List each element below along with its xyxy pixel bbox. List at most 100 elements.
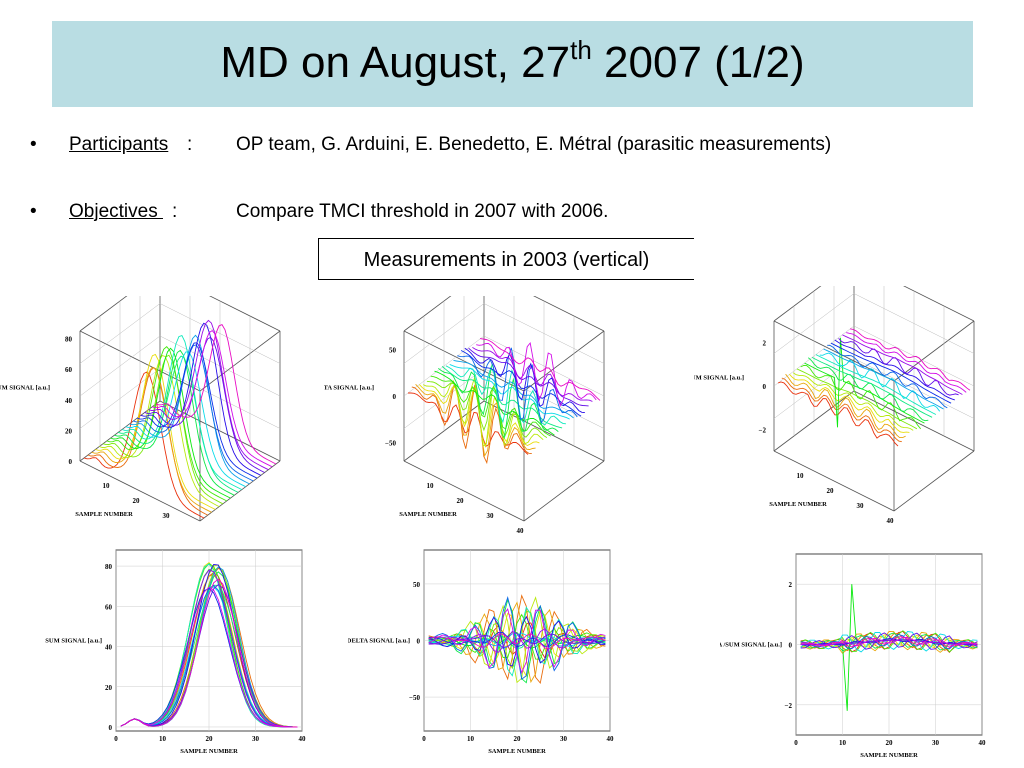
trace-line [133,344,254,482]
y-axis-label: DELTA SIGNAL [a.u.] [348,638,410,645]
trace-line [441,366,563,429]
plot-svg: 0 10 20 30 40 0 20 40 60 80 SAMPLE NUMBER SUM SIGNA… [45,549,306,755]
bullet-text: OP team, G. Arduini, E. Benedetto, E. Mé… [236,134,832,155]
box-edge [893,450,975,512]
trace-line [785,373,906,439]
y-axis-label: SUM SIGNAL [a.u.] [45,638,102,645]
trace-line [411,384,532,465]
chart-3d-sum-signal: 10 20 30 SAMPLE NUMBER 0 20 40 60 80 SUM SIGNAL [… [0,296,300,536]
y-tick-label: −2 [785,702,793,710]
trace-line [121,335,243,491]
z-tick-label: 0 [763,383,767,391]
measurements-caption-box: Measurements in 2003 (vertical) [318,238,694,280]
x-tick-label: 0 [794,739,798,747]
grid-line [483,303,605,364]
x-tick-label: 30 [163,512,171,520]
trace-line [428,633,606,650]
trace-line [91,367,212,513]
x-axis-label: SAMPLE NUMBER [488,748,546,755]
chart-2d-delta-sum-signal: 0 10 20 30 40 −2 0 2 SAMPLE NUMBER DELTA /SUM SIG… [720,550,990,765]
trace-line [110,347,231,499]
x-tick-label: 30 [932,739,940,747]
y-tick-label: 50 [413,581,421,589]
trace-line [428,632,606,649]
trace-line [120,578,298,728]
plot-svg: 10 20 30 SAMPLE NUMBER 0 20 40 60 80 SUM SIGNAL [… [0,296,281,522]
z-tick-label: −2 [759,426,767,434]
box-edge [199,330,281,392]
trace-line [781,377,902,443]
x-tick-label: 40 [887,517,895,525]
x-tick-label: 10 [839,739,847,747]
y-tick-label: 0 [417,638,421,646]
chart-2d-sum-signal: 0 10 20 30 40 0 20 40 60 80 SAMPLE NUMBER SUM SIGNA… [40,546,310,761]
z-axis-label: SUM SIGNAL [a.u.] [0,385,50,392]
trace-line [102,354,224,505]
title-bar: MD on August, 27th 2007 (1/2) [52,21,973,107]
x-tick-label: 40 [979,739,987,747]
z-tick-label: 60 [65,366,73,374]
trace-line [428,607,606,675]
grid-line [853,293,975,354]
bullet-dot: • [30,134,37,155]
y-tick-label: 0 [109,724,113,732]
trace-line [479,338,601,401]
trace-line [428,610,606,678]
trace-line [464,347,585,413]
trace-line [120,586,298,728]
title-rest: 2007 (1/2) [591,38,805,87]
x-tick-label: 30 [560,735,568,743]
box-edge [199,460,281,522]
trace-line [426,380,548,438]
box-edge [523,460,605,522]
x-tick-label: 20 [514,735,522,743]
trace-line [800,631,978,653]
trace-line [428,633,606,648]
trace-line [430,375,551,437]
x-tick-label: 10 [797,472,805,480]
z-tick-label: 0 [393,393,397,401]
trace-line [834,339,955,401]
trace-line [472,347,593,402]
x-axis-label: SAMPLE NUMBER [860,752,918,759]
trace-line [83,371,205,519]
trace-line [434,370,555,436]
y-tick-label: −50 [409,694,420,702]
z-tick-label: −50 [385,439,396,447]
trace-line [815,354,937,415]
trace-line [129,334,250,485]
bullet-colon: : [172,201,178,222]
x-tick-label: 20 [886,739,894,747]
z-tick-label: 40 [65,397,73,405]
title-main: MD on August, 27 [220,38,571,87]
trace-line [823,348,944,410]
trace-line [800,636,978,648]
z-axis-label: DELTA /SUM SIGNAL [a.u.] [694,375,744,382]
trace-line [800,632,978,652]
bullet-colon: : [187,134,193,155]
x-tick-label: 30 [252,735,260,743]
box-edge [403,460,525,522]
plot-svg: 10 20 30 40 SAMPLE NUMBER −2 0 2 DELTA /SUM SIGN… [694,286,975,525]
trace-line [476,341,597,407]
trace-line [789,373,910,433]
trace-line [800,636,978,647]
trace-line [87,366,209,516]
chart-3d-delta-signal: 10 20 30 40 SAMPLE NUMBER −50 0 50 DELTA SIGNAL … [324,296,624,536]
x-tick-label: 10 [427,482,435,490]
z-tick-label: 2 [763,340,767,348]
x-tick-label: 0 [422,735,426,743]
plot-svg: 0 10 20 30 40 −2 0 2 SAMPLE NUMBER DELTA /SUM SIG… [720,553,987,759]
trace-line [830,342,952,404]
x-tick-label: 30 [487,512,495,520]
y-tick-label: 2 [789,581,793,589]
trace-line [460,350,582,417]
y-tick-label: 60 [105,603,113,611]
trace-line [838,337,959,396]
x-tick-label: 10 [159,735,167,743]
trace-line [114,349,235,496]
z-tick-label: 0 [69,458,73,466]
x-tick-label: 20 [133,497,141,505]
y-tick-label: 20 [105,684,113,692]
plot-svg: 10 20 30 40 SAMPLE NUMBER −50 0 50 DELTA SIGNAL … [324,296,605,535]
